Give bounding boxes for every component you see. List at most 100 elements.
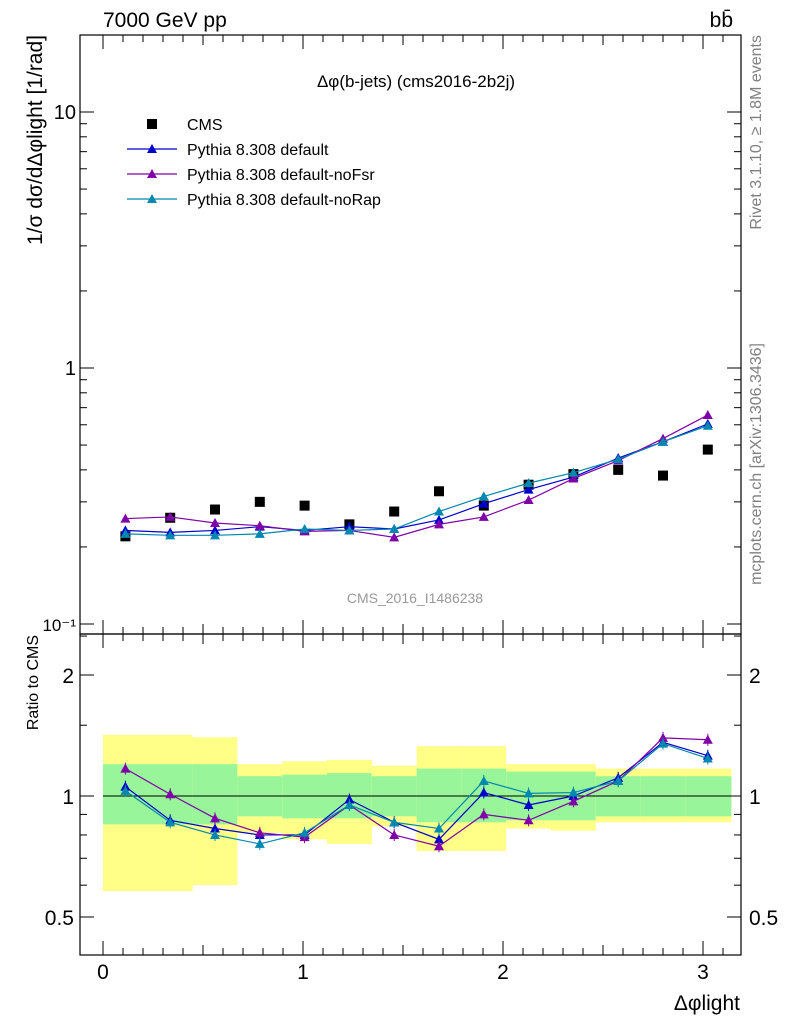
mc-series-point xyxy=(210,525,220,535)
ratio-series-point xyxy=(702,753,713,763)
energy-label: 7000 GeV pp xyxy=(103,9,227,32)
cms-data-point xyxy=(210,504,220,515)
ratio-y-tick-label-right: 0.5 xyxy=(749,907,778,930)
mc-series-point xyxy=(523,484,534,494)
ratio-series-point xyxy=(165,817,176,827)
ratio-series-point xyxy=(210,813,220,823)
ratio-y-tick-label: 0.5 xyxy=(45,907,74,930)
ratio-series-point xyxy=(389,829,400,839)
mc-series-point xyxy=(120,513,131,523)
mc-series-point xyxy=(613,454,624,464)
x-tick-label: 0 xyxy=(97,961,109,984)
ratio-series-point xyxy=(658,732,668,742)
ratio-series-point xyxy=(568,787,579,797)
legend: CMS Pythia 8.308 default Pythia 8.308 defa… xyxy=(127,117,381,209)
mc-series-point xyxy=(523,495,534,505)
ratio-series-point xyxy=(120,763,131,773)
ratio-series-point xyxy=(254,838,265,848)
main-frame xyxy=(79,34,742,635)
legend-marker-square xyxy=(147,119,157,129)
mc-series-point xyxy=(389,524,400,534)
cms-data-point xyxy=(702,444,713,455)
mc-series-point xyxy=(210,518,220,528)
ratio-y-tick-label-right: 2 xyxy=(749,665,761,688)
mcplots-label: mcplots.cern.ch [arXiv:1306.3436] xyxy=(748,343,765,585)
labels: 7000 GeV pp bb̄ Δφ(b-jets) (cms2016-2b2j) C… xyxy=(24,9,765,1015)
ratio-band-inner xyxy=(103,764,193,825)
mc-series-point xyxy=(254,520,265,530)
mc-series-line xyxy=(125,423,709,533)
mc-series-point xyxy=(389,532,400,542)
cms-data-point xyxy=(254,496,265,507)
legend-marker-triangle xyxy=(147,194,157,203)
mc-series-point xyxy=(120,528,131,538)
cms-data-point xyxy=(389,506,400,517)
x-axis-label: Δφlight xyxy=(674,992,740,1015)
mc-series-point xyxy=(434,506,444,516)
legend-marker-triangle xyxy=(147,169,157,178)
mc-series-point xyxy=(478,491,489,501)
y-tick-label: 10 xyxy=(54,102,76,124)
mc-series-line xyxy=(125,425,709,536)
mc-series-point xyxy=(344,525,355,535)
ratio-series-point xyxy=(568,796,579,806)
mc-series-point xyxy=(478,498,489,508)
ratio-series-point xyxy=(210,823,220,833)
ratio-series-point xyxy=(658,738,668,748)
mc-series-point xyxy=(478,511,489,521)
legend-label: Pythia 8.308 default-noFsr xyxy=(187,167,375,184)
mc-series-point xyxy=(568,467,579,477)
ratio-series-point xyxy=(523,815,534,825)
x-tick-label: 3 xyxy=(697,961,709,984)
ratio-plot-frame xyxy=(79,633,742,956)
ratio-series xyxy=(120,731,713,853)
main-y-axis-label: 1/σ dσ/dΔφlight [1/rad] xyxy=(24,35,47,245)
ratio-series-point xyxy=(210,829,220,839)
ratio-bands xyxy=(103,734,732,892)
ratio-series-point xyxy=(523,799,534,809)
cms-data-point xyxy=(434,486,444,497)
main-series xyxy=(120,410,713,542)
mc-series-point xyxy=(210,530,220,540)
mc-series-point xyxy=(523,478,534,488)
ratio-series-point xyxy=(434,834,444,844)
x-tick-label: 1 xyxy=(297,961,309,984)
y-tick-label: 1 xyxy=(65,358,76,380)
plot-title: Δφ(b-jets) (cms2016-2b2j) xyxy=(317,72,515,91)
rivet-version-label: Rivet 3.1.10, ≥ 1.8M events xyxy=(748,35,765,230)
cms-data-point xyxy=(658,470,668,481)
cms-data-point xyxy=(299,500,310,511)
ratio-series-point xyxy=(254,827,265,837)
main-ticks: 10⁻¹ 1 10 xyxy=(42,35,741,635)
ratio-series-point xyxy=(478,809,489,819)
mc-series-point xyxy=(658,436,668,446)
legend-label: Pythia 8.308 default-noRap xyxy=(187,192,381,209)
analysis-watermark: CMS_2016_I1486238 xyxy=(347,590,483,606)
legend-marker-triangle xyxy=(147,144,157,153)
ratio-series-point xyxy=(434,823,444,833)
ratio-y-tick-label: 2 xyxy=(62,665,74,688)
mc-series-point xyxy=(299,524,310,534)
ratio-series-line xyxy=(125,742,708,845)
legend-label: CMS xyxy=(187,117,223,134)
ratio-series-point xyxy=(389,817,400,827)
mc-series-point xyxy=(165,511,176,521)
mc-series-point xyxy=(568,473,579,483)
ratio-ticks: 0.5 0.5 1 1 2 2 0 1 2 3 xyxy=(45,634,778,984)
ratio-y-tick-label-right: 1 xyxy=(749,786,761,809)
legend-label: Pythia 8.308 default xyxy=(187,142,329,159)
ratio-series-point xyxy=(523,788,534,798)
ratio-series-point xyxy=(120,785,131,795)
y-tick-label: 10⁻¹ xyxy=(42,616,76,635)
ratio-series-point xyxy=(299,827,310,837)
ratio-band-inner xyxy=(416,768,462,823)
mc-series-point xyxy=(702,410,713,420)
ratio-series-point xyxy=(478,775,489,785)
ratio-series-point xyxy=(344,799,355,809)
ratio-frame xyxy=(79,633,742,956)
ratio-series-point xyxy=(434,841,444,851)
ratio-y-tick-label: 1 xyxy=(62,786,74,809)
ratio-series-point xyxy=(702,734,713,744)
ratio-series-point xyxy=(613,775,624,785)
